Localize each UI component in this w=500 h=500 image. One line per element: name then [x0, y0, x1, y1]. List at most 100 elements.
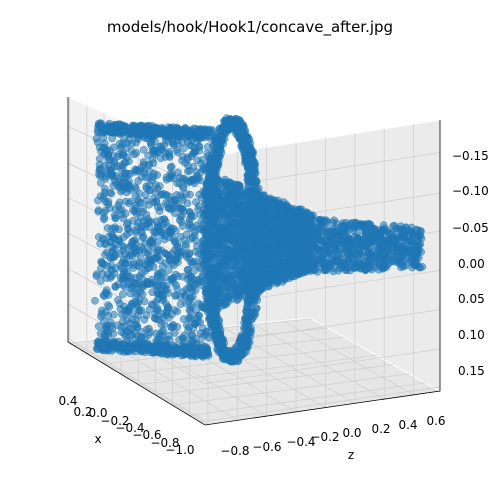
- scatter-point: [313, 251, 322, 260]
- scatter-point: [181, 299, 190, 307]
- scatter-point: [214, 238, 223, 247]
- scatter-point: [272, 279, 281, 288]
- scatter-point: [167, 322, 176, 331]
- scatter-point: [250, 258, 259, 266]
- scatter-point: [187, 315, 195, 324]
- scatter-point: [219, 123, 228, 132]
- grid-line: [155, 364, 393, 396]
- scatter-point: [106, 274, 115, 282]
- scatter-point: [126, 289, 134, 298]
- scatter-point: [124, 261, 133, 270]
- scatter-point: [226, 201, 235, 210]
- scatter-point: [111, 282, 120, 291]
- scatter-point: [247, 195, 255, 204]
- scatter-point: [124, 129, 133, 138]
- scatter-point: [402, 240, 411, 249]
- scatter-point: [105, 232, 113, 240]
- scatter-point: [149, 131, 158, 140]
- scatter-point: [150, 314, 159, 322]
- scatter-point: [167, 228, 175, 236]
- scatter-point: [108, 171, 117, 179]
- scatter-point: [96, 192, 105, 201]
- scatter-point: [233, 118, 242, 127]
- scatter-point: [397, 258, 406, 267]
- scatter-point: [206, 196, 215, 205]
- scatter-point: [173, 240, 182, 248]
- scatter-point: [164, 350, 172, 359]
- scatter-point: [187, 152, 196, 161]
- scatter-point: [153, 304, 162, 313]
- grid-line: [67, 337, 206, 422]
- scatter-point: [115, 225, 123, 234]
- scatter-point: [249, 169, 257, 177]
- scatter-point: [145, 344, 154, 352]
- scatter-point: [139, 280, 147, 289]
- scatter-point: [356, 260, 365, 269]
- scatter-point: [199, 352, 207, 361]
- scatter-point: [241, 220, 250, 228]
- scatter-point: [167, 162, 176, 171]
- scatter-point: [290, 205, 299, 214]
- scatter-point: [351, 221, 360, 230]
- scatter-point: [204, 315, 213, 323]
- scatter-point: [194, 311, 203, 320]
- scatter-point: [375, 231, 383, 240]
- scatter-point: [115, 206, 124, 214]
- scatter-point: [186, 294, 195, 303]
- scatter-point: [312, 244, 321, 253]
- scatter-point: [164, 266, 173, 274]
- scatter-point: [110, 338, 119, 346]
- scatter-point: [133, 323, 142, 332]
- scatter-point: [231, 343, 240, 352]
- scatter-point: [330, 216, 338, 225]
- scatter-point: [331, 246, 339, 255]
- scatter-point: [417, 248, 425, 256]
- scatter-point: [227, 246, 236, 254]
- scatter-point: [203, 142, 212, 151]
- scatter-point: [147, 300, 156, 309]
- data-points: [91, 114, 427, 366]
- scatter-point: [382, 263, 390, 272]
- scatter-point: [211, 173, 220, 182]
- scatter-point: [249, 205, 258, 214]
- scatter-point: [210, 304, 219, 313]
- scatter-point: [102, 286, 111, 294]
- scatter-point: [331, 258, 340, 266]
- scatter-point: [211, 317, 220, 326]
- scatter-point: [251, 161, 259, 170]
- scatter-point: [320, 266, 329, 275]
- scatter-point: [192, 198, 200, 206]
- scatter-point: [161, 191, 170, 199]
- scatter-point: [96, 329, 105, 338]
- scatter-point: [278, 274, 287, 283]
- scatter-point: [108, 224, 116, 233]
- scatter-point: [156, 203, 165, 211]
- scatter-point: [247, 324, 255, 332]
- scatter-point: [221, 257, 229, 266]
- scatter-point: [98, 259, 107, 267]
- scatter-point: [144, 330, 153, 339]
- scatter-point: [126, 186, 135, 194]
- scatter-point: [114, 150, 123, 159]
- scatter-point: [123, 139, 132, 148]
- scatter-point: [212, 273, 221, 282]
- scatter-point: [174, 140, 182, 148]
- scatter-point: [192, 168, 201, 176]
- scatter-point: [300, 252, 309, 261]
- scatter-point: [109, 310, 118, 319]
- scatter-point: [149, 145, 158, 154]
- scatter-point: [102, 198, 110, 206]
- scatter-point: [121, 332, 130, 341]
- scatter-point: [415, 263, 423, 272]
- scatter-point: [223, 229, 231, 238]
- scatter-point: [160, 215, 168, 224]
- scatter-point: [129, 123, 137, 132]
- scatter-point: [239, 122, 248, 131]
- scatter-point: [160, 320, 169, 329]
- scatter-point: [181, 159, 190, 167]
- scatter-point: [183, 321, 191, 329]
- scatter-point: [255, 199, 264, 208]
- scatter-point: [239, 255, 248, 264]
- scatter-point: [123, 274, 131, 283]
